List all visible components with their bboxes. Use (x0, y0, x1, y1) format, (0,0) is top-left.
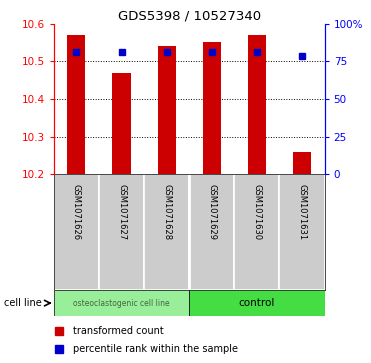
Bar (234, 174, 279, 290)
Bar (248, 35, 266, 174)
Text: transformed count: transformed count (73, 326, 164, 336)
Text: osteoclastogenic cell line: osteoclastogenic cell line (73, 299, 170, 307)
Bar (99, 174, 144, 290)
Bar (203, 42, 221, 174)
Bar (68, 35, 85, 174)
Bar (189, 174, 234, 290)
Text: control: control (239, 298, 275, 308)
Bar (189, 290, 325, 316)
Text: GSM1071627: GSM1071627 (117, 184, 126, 240)
Bar (54, 174, 99, 290)
Text: GSM1071629: GSM1071629 (207, 184, 216, 240)
Bar (144, 174, 189, 290)
Bar (112, 73, 131, 174)
Text: GSM1071630: GSM1071630 (252, 184, 262, 240)
Bar (279, 174, 325, 290)
Text: GSM1071631: GSM1071631 (298, 184, 306, 240)
Text: cell line: cell line (4, 298, 42, 308)
Text: percentile rank within the sample: percentile rank within the sample (73, 344, 238, 354)
Text: GSM1071626: GSM1071626 (72, 184, 81, 240)
Bar (293, 152, 311, 174)
Bar (54, 290, 189, 316)
Bar (158, 46, 176, 174)
Text: GSM1071628: GSM1071628 (162, 184, 171, 240)
Title: GDS5398 / 10527340: GDS5398 / 10527340 (118, 9, 261, 23)
